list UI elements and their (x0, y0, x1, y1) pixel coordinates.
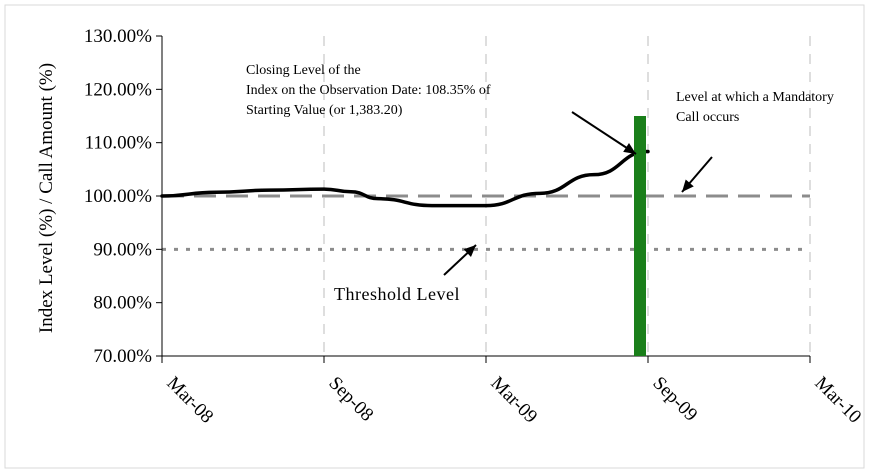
y-tick-label: 130.00% (84, 26, 152, 47)
threshold-arrow-head (463, 245, 476, 257)
y-tick-label: 80.00% (93, 293, 152, 314)
chart-frame (4, 4, 865, 469)
index-level-line (160, 149, 650, 208)
y-tick-label: 100.00% (84, 186, 152, 207)
threshold-annotation-line: Threshold Level (334, 284, 460, 304)
mandatory-annotation-line: Call occurs (676, 110, 739, 125)
series (160, 116, 650, 356)
annotations: Closing Level of the Index on the Observa… (246, 63, 834, 304)
annotation-arrows (443, 111, 713, 276)
y-tick-label: 70.00% (93, 346, 152, 367)
closing-annotation-line: Starting Value (or 1,383.20) (246, 103, 403, 118)
mandatory-call-arrow-head (682, 179, 694, 192)
y-tick-label: 110.00% (85, 133, 153, 154)
closing-annotation-line: Closing Level of the (246, 63, 361, 78)
closing-level-arrow (571, 111, 637, 155)
closing-annotation-line: Index on the Observation Date: 108.35% o… (246, 83, 491, 98)
closing-level-arrow-head (623, 143, 636, 154)
y-axis-label: Index Level (%) / Call Amount (%) (36, 63, 57, 333)
call-amount-bar (634, 116, 646, 356)
y-tick-label: 90.00% (93, 239, 152, 260)
mandatory-annotation-line: Level at which a Mandatory (676, 90, 834, 105)
y-tick-labels: 70.00% 80.00% 90.00% 100.00% 110.00% 120.00% 1… (84, 26, 152, 367)
y-tick-label: 120.00% (84, 79, 152, 100)
reference-lines (162, 194, 810, 251)
